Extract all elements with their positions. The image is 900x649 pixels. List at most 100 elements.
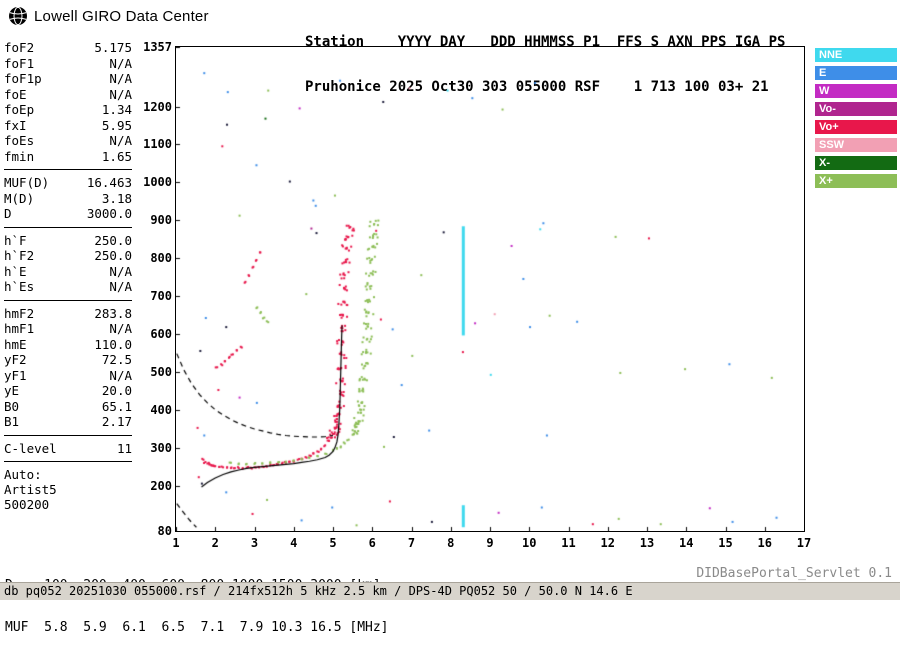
- legend-item-vo: Vo-: [815, 102, 897, 116]
- y-axis-tick-label: 1000: [143, 175, 172, 190]
- param-row-muf-d: MUF(D) 16.463: [4, 175, 132, 191]
- x-axis-tick-label: 7: [407, 536, 416, 550]
- param-value: 3000.0: [86, 206, 132, 221]
- legend-item-x: X+: [815, 174, 897, 188]
- param-value: N/A: [109, 86, 132, 102]
- legend-item-vo: Vo+: [815, 120, 897, 134]
- param-label: h`F2: [4, 248, 35, 263]
- y-axis-tick-label: 900: [150, 213, 172, 228]
- param-label: hmF2: [4, 305, 35, 321]
- param-divider: [4, 226, 132, 228]
- param-row-h-f2: h`F2 250.0: [4, 248, 132, 264]
- param-row-foes: foEs N/A: [4, 133, 132, 149]
- param-value: 283.8: [94, 305, 132, 321]
- param-divider: [4, 461, 132, 462]
- param-row-foep: foEp 1.34: [4, 102, 132, 118]
- param-row-b0: B0 65.1: [4, 399, 132, 415]
- autoscaler-value: Artist5: [4, 482, 57, 497]
- x-axis-tick-label: 8: [447, 536, 455, 550]
- param-row-c-level: C-level 11: [4, 441, 132, 457]
- legend-item-e: E: [815, 66, 897, 80]
- param-row-fof1p: foF1p N/A: [4, 71, 132, 87]
- x-axis-tick-label: 3: [250, 536, 259, 550]
- param-value: N/A: [109, 279, 132, 294]
- echo-direction-legend: NNE E W Vo- Vo+ SSW X- X+: [815, 48, 897, 192]
- y-axis-tick-label: 600: [150, 326, 172, 341]
- y-axis-tick-label: 800: [150, 251, 172, 266]
- param-row-m-d: M(D) 3.18: [4, 191, 132, 207]
- param-label: fmin: [4, 148, 35, 164]
- param-value: N/A: [109, 71, 132, 86]
- x-axis-tick-label: 1: [172, 536, 180, 550]
- param-row-h-e: h`E N/A: [4, 264, 132, 280]
- y-axis-tick-label: 700: [150, 289, 172, 303]
- param-label: foE: [4, 86, 27, 102]
- param-label: hmF1: [4, 321, 35, 336]
- param-label: B1: [4, 414, 20, 429]
- legend-item-x: X-: [815, 156, 897, 170]
- param-divider: [4, 169, 132, 170]
- param-row-hmf1: hmF1 N/A: [4, 321, 132, 337]
- param-value: 250.0: [94, 248, 132, 263]
- x-axis-tick-label: 11: [561, 536, 576, 550]
- param-label: foF1: [4, 55, 35, 71]
- station-header-columns: Station YYYY DAY DDD HHMMSS P1 FFS S AXN…: [305, 34, 786, 50]
- x-axis-tick-label: 12: [600, 536, 615, 550]
- status-bar: db pq052 20251030 055000.rsf / 214fx512h…: [0, 582, 900, 600]
- param-row-fxi: fxI 5.95: [4, 118, 132, 134]
- giro-globe-icon: [9, 6, 27, 26]
- param-label: hmE: [4, 336, 27, 352]
- y-axis-tick-label: 200: [150, 478, 172, 493]
- y-axis-tick-label: 500: [150, 364, 172, 379]
- y-axis-tick-label: 300: [150, 440, 172, 455]
- param-value: 1.34: [101, 102, 132, 117]
- param-value: 1.65: [101, 148, 132, 164]
- param-label: MUF(D): [4, 175, 50, 190]
- autoscaler-value: 500200: [4, 497, 50, 512]
- y-axis-tick-label: 400: [150, 402, 172, 417]
- param-value: 2.17: [101, 414, 132, 429]
- param-value: 16.463: [86, 175, 132, 190]
- x-axis-tick-label: 10: [522, 536, 537, 550]
- param-value: 5.175: [94, 40, 132, 55]
- y-axis-tick-label: 1200: [143, 99, 172, 114]
- y-axis-tick-label: 1357: [143, 40, 172, 54]
- muf-table-muf-row: MUF 5.8 5.9 6.1 6.5 7.1 7.9 10.3 16.5 [M…: [5, 620, 389, 635]
- param-row-yf2: yF2 72.5: [4, 352, 132, 368]
- muf-distance-table: D 100 200 400 600 800 1000 1500 3000 [km…: [5, 551, 389, 649]
- param-label: foEp: [4, 102, 35, 117]
- ionogram-canvas: [176, 47, 804, 531]
- param-value: 11: [116, 440, 132, 456]
- param-value: N/A: [109, 263, 132, 279]
- param-value: N/A: [109, 55, 132, 71]
- legend-item-w: W: [815, 84, 897, 98]
- x-axis-tick-label: 14: [679, 536, 694, 550]
- x-axis-tick-label: 16: [757, 536, 772, 550]
- param-value: 5.95: [101, 117, 132, 133]
- param-row-b1: B1 2.17: [4, 414, 132, 430]
- param-label: C-level: [4, 440, 57, 456]
- param-row-foe: foE N/A: [4, 87, 132, 103]
- param-row-d: D 3000.0: [4, 206, 132, 222]
- param-row-h-f: h`F 250.0: [4, 233, 132, 249]
- param-row-yf1: yF1 N/A: [4, 368, 132, 384]
- param-row-h-es: h`Es N/A: [4, 279, 132, 295]
- parameter-panel: foF2 5.175 foF1 N/A foF1p N/A foE N/A foEp 1.34 fx…: [4, 40, 132, 512]
- y-axis-tick-label: 1100: [143, 137, 172, 152]
- x-axis-tick-label: 17: [796, 536, 812, 550]
- param-label: h`E: [4, 263, 27, 279]
- param-row-fmin: fmin 1.65: [4, 149, 132, 165]
- param-value: 110.0: [94, 336, 132, 352]
- param-value: N/A: [109, 133, 132, 148]
- legend-item-nne: NNE: [815, 48, 897, 62]
- legend-item-ssw: SSW: [815, 138, 897, 152]
- param-label: foF1p: [4, 71, 42, 86]
- param-label: foEs: [4, 133, 35, 148]
- param-value: 250.0: [94, 232, 132, 248]
- param-divider: [4, 434, 132, 436]
- param-label: h`F: [4, 232, 27, 248]
- param-label: M(D): [4, 190, 35, 206]
- param-label: D: [4, 206, 12, 221]
- x-axis-tick-label: 15: [718, 536, 733, 550]
- param-row-hmf2: hmF2 283.8: [4, 306, 132, 322]
